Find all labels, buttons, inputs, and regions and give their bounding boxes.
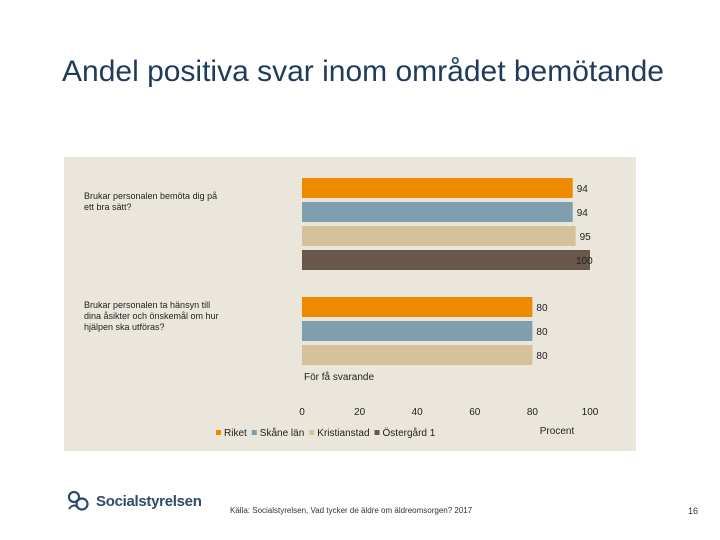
bar-0-2: [302, 226, 576, 246]
legend-label-1: Skåne län: [260, 427, 304, 439]
bar-value-label-0-0: 94: [577, 184, 589, 195]
legend-swatch-2: [309, 430, 315, 435]
bar-0-0: [302, 178, 573, 198]
bar-value-label-0-3: 100: [576, 256, 593, 267]
page-title: Andel positiva svar inom området bemötan…: [62, 55, 664, 88]
legend-label-0: Riket: [224, 428, 247, 439]
socialstyrelsen-logo: Socialstyrelsen: [66, 487, 202, 515]
source-note: Källa: Socialstyrelsen, Vad tycker de äl…: [230, 506, 473, 515]
page-number: 16: [688, 506, 699, 516]
bar-1-2: [302, 345, 533, 365]
bar-value-label-0-1: 94: [577, 208, 589, 219]
annotation-too-few-respondents: För få svarande: [304, 371, 374, 383]
x-tick-label-1: 20: [354, 407, 366, 418]
x-axis-label: Procent: [540, 426, 575, 437]
bar-1-0: [302, 297, 533, 317]
legend-label-3: Östergård 1: [383, 427, 436, 439]
bar-1-1: [302, 321, 533, 341]
x-tick-label-0: 0: [299, 407, 305, 418]
logo-text: Socialstyrelsen: [96, 492, 202, 510]
x-tick-label-3: 60: [469, 407, 481, 418]
legend-swatch-1: [251, 430, 257, 435]
x-tick-label-5: 100: [582, 407, 599, 418]
bar-0-3: [302, 250, 590, 270]
bar-value-label-1-2: 80: [536, 351, 548, 362]
bar-chart: Brukar personalen bemöta dig på ett bra s…: [84, 178, 599, 439]
legend-swatch-3: [374, 430, 380, 435]
legend-label-2: Kristianstad: [317, 428, 369, 439]
category-label-1: Brukar personalen ta hänsyn till dina åsi…: [84, 300, 219, 332]
chart-panel: Brukar personalen bemöta dig på ett bra s…: [64, 157, 636, 451]
x-tick-label-4: 80: [527, 407, 539, 418]
bar-value-label-0-2: 95: [580, 232, 592, 243]
logo-emblem-icon: [67, 490, 89, 511]
legend-swatch-0: [216, 430, 221, 435]
bar-value-label-1-1: 80: [536, 327, 548, 338]
category-label-0: Brukar personalen bemöta dig på ett bra s…: [84, 191, 217, 212]
x-tick-label-2: 40: [412, 407, 424, 418]
bar-value-label-1-0: 80: [536, 303, 548, 314]
bar-0-1: [302, 202, 573, 222]
